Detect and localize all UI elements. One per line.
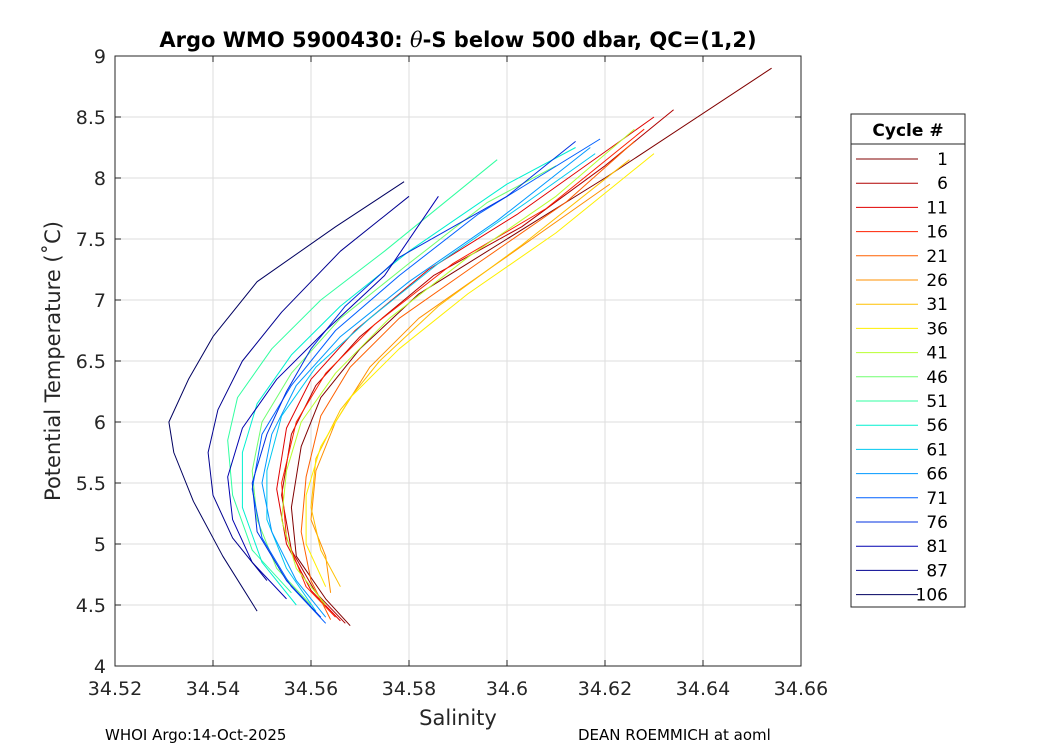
legend-label: 106 — [916, 586, 948, 606]
y-tick-label: 6 — [94, 412, 106, 434]
legend-label: 26 — [926, 271, 948, 291]
plot-area: 34.52 34.54 34.56 34.58 34.6 34.62 34.64 34.66 4… — [76, 46, 828, 700]
series-line-cycle-87 — [207, 195, 410, 581]
chart-title: Argo WMO 5900430: θ-S below 500 dbar, QC… — [159, 28, 756, 52]
legend-label: 36 — [926, 319, 948, 339]
series-line-cycle-51 — [227, 159, 498, 594]
series-line-cycle-46 — [251, 165, 557, 606]
y-tick-label: 9 — [94, 46, 106, 68]
y-tick-label: 6.5 — [76, 351, 106, 373]
legend-label: 76 — [926, 513, 948, 533]
legend-label: 87 — [926, 561, 948, 581]
legend-label: 61 — [926, 440, 948, 460]
x-tick-label: 34.62 — [578, 678, 632, 700]
legend-label: 21 — [926, 247, 948, 267]
y-tick-label: 7.5 — [76, 229, 106, 251]
legend-label: 1 — [937, 150, 948, 170]
y-tick-label: 8 — [94, 168, 106, 190]
legend-label: 81 — [926, 537, 948, 557]
x-tick-label: 34.58 — [382, 678, 436, 700]
series-line-cycle-1 — [290, 67, 772, 627]
title-prefix: Argo WMO 5900430: — [159, 28, 410, 52]
series-line-cycle-71 — [251, 138, 601, 624]
series-line-cycle-66 — [261, 147, 591, 618]
legend-label: 51 — [926, 392, 948, 412]
tick-marks: 34.52 34.54 34.56 34.58 34.6 34.62 34.64 34.66 4… — [76, 46, 828, 700]
legend-title: Cycle # — [872, 121, 943, 141]
series-line-cycle-76 — [251, 141, 576, 618]
legend-label: 56 — [926, 416, 948, 436]
y-tick-label: 8.5 — [76, 107, 106, 129]
y-axis-label: Potential Temperature (˚C) — [41, 221, 65, 501]
y-tick-label: 5.5 — [76, 473, 106, 495]
legend-box — [850, 113, 966, 608]
x-tick-label: 34.6 — [486, 678, 528, 700]
series-line-cycle-36 — [305, 153, 655, 587]
series-line-cycle-31 — [310, 159, 630, 587]
legend: Cycle # 16111621263136414651566166717681… — [850, 113, 966, 608]
series-line-cycle-56 — [241, 147, 576, 606]
x-axis-label: Salinity — [419, 706, 497, 730]
footer-right: DEAN ROEMMICH at aoml — [578, 726, 771, 744]
y-tick-label: 5 — [94, 534, 106, 556]
legend-label: 11 — [926, 198, 948, 218]
x-tick-label: 34.54 — [186, 678, 240, 700]
legend-label: 66 — [926, 465, 948, 485]
series-line-cycle-81 — [227, 196, 439, 600]
legend-label: 16 — [926, 223, 948, 243]
x-tick-label: 34.64 — [676, 678, 730, 700]
legend-label: 71 — [926, 489, 948, 509]
y-tick-label: 4.5 — [76, 595, 106, 617]
footer-left: WHOI Argo:14-Oct-2025 — [105, 726, 286, 744]
series-line-cycle-106 — [168, 181, 405, 612]
series-line-cycle-16 — [281, 128, 645, 618]
legend-label: 31 — [926, 295, 948, 315]
series-line-cycle-61 — [266, 153, 596, 612]
x-tick-label: 34.56 — [284, 678, 338, 700]
x-tick-label: 34.52 — [88, 678, 142, 700]
series-line-cycle-21 — [300, 141, 635, 620]
legend-label: 41 — [926, 344, 948, 364]
data-lines — [168, 67, 772, 627]
title-suffix: -S below 500 dbar, QC=(1,2) — [423, 28, 757, 52]
y-tick-label: 4 — [94, 656, 106, 678]
title-theta-symbol: θ — [410, 28, 423, 52]
x-tick-label: 34.66 — [774, 678, 828, 700]
legend-label: 46 — [926, 368, 948, 388]
y-tick-label: 7 — [94, 290, 106, 312]
legend-label: 6 — [937, 174, 948, 194]
series-line-cycle-41 — [281, 128, 635, 606]
